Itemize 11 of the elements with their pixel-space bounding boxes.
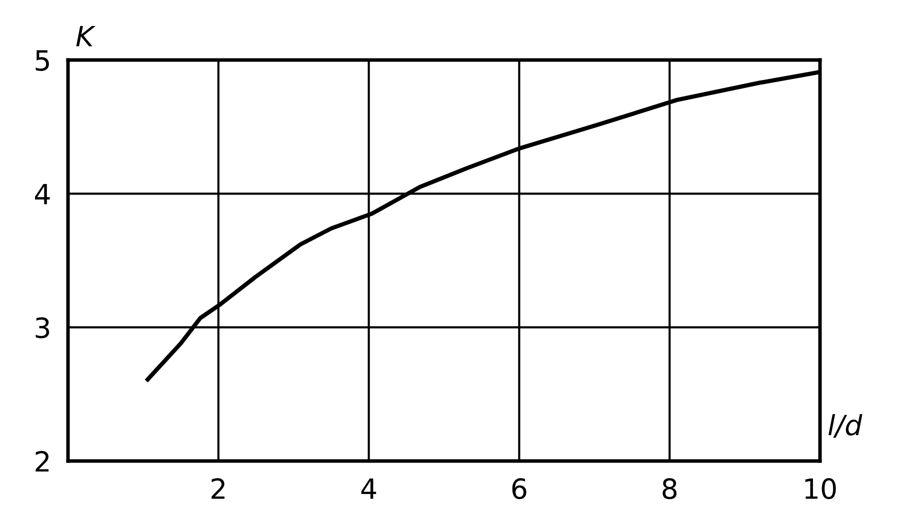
x-tick-label: 2 (212, 478, 224, 499)
x-tick-label: 8 (662, 478, 677, 500)
x-tick-label: 10 (805, 478, 836, 500)
y-axis-title: K (76, 26, 96, 46)
x-tick-label: 4 (361, 478, 376, 499)
x-tick-label: 6 (512, 478, 526, 500)
x-axis-title: l/d (828, 414, 862, 438)
y-tick-label: 2 (36, 450, 49, 472)
y-tick-label: 4 (35, 184, 50, 204)
y-tick-label: 5 (36, 50, 49, 71)
y-tick-label: 3 (36, 317, 50, 338)
